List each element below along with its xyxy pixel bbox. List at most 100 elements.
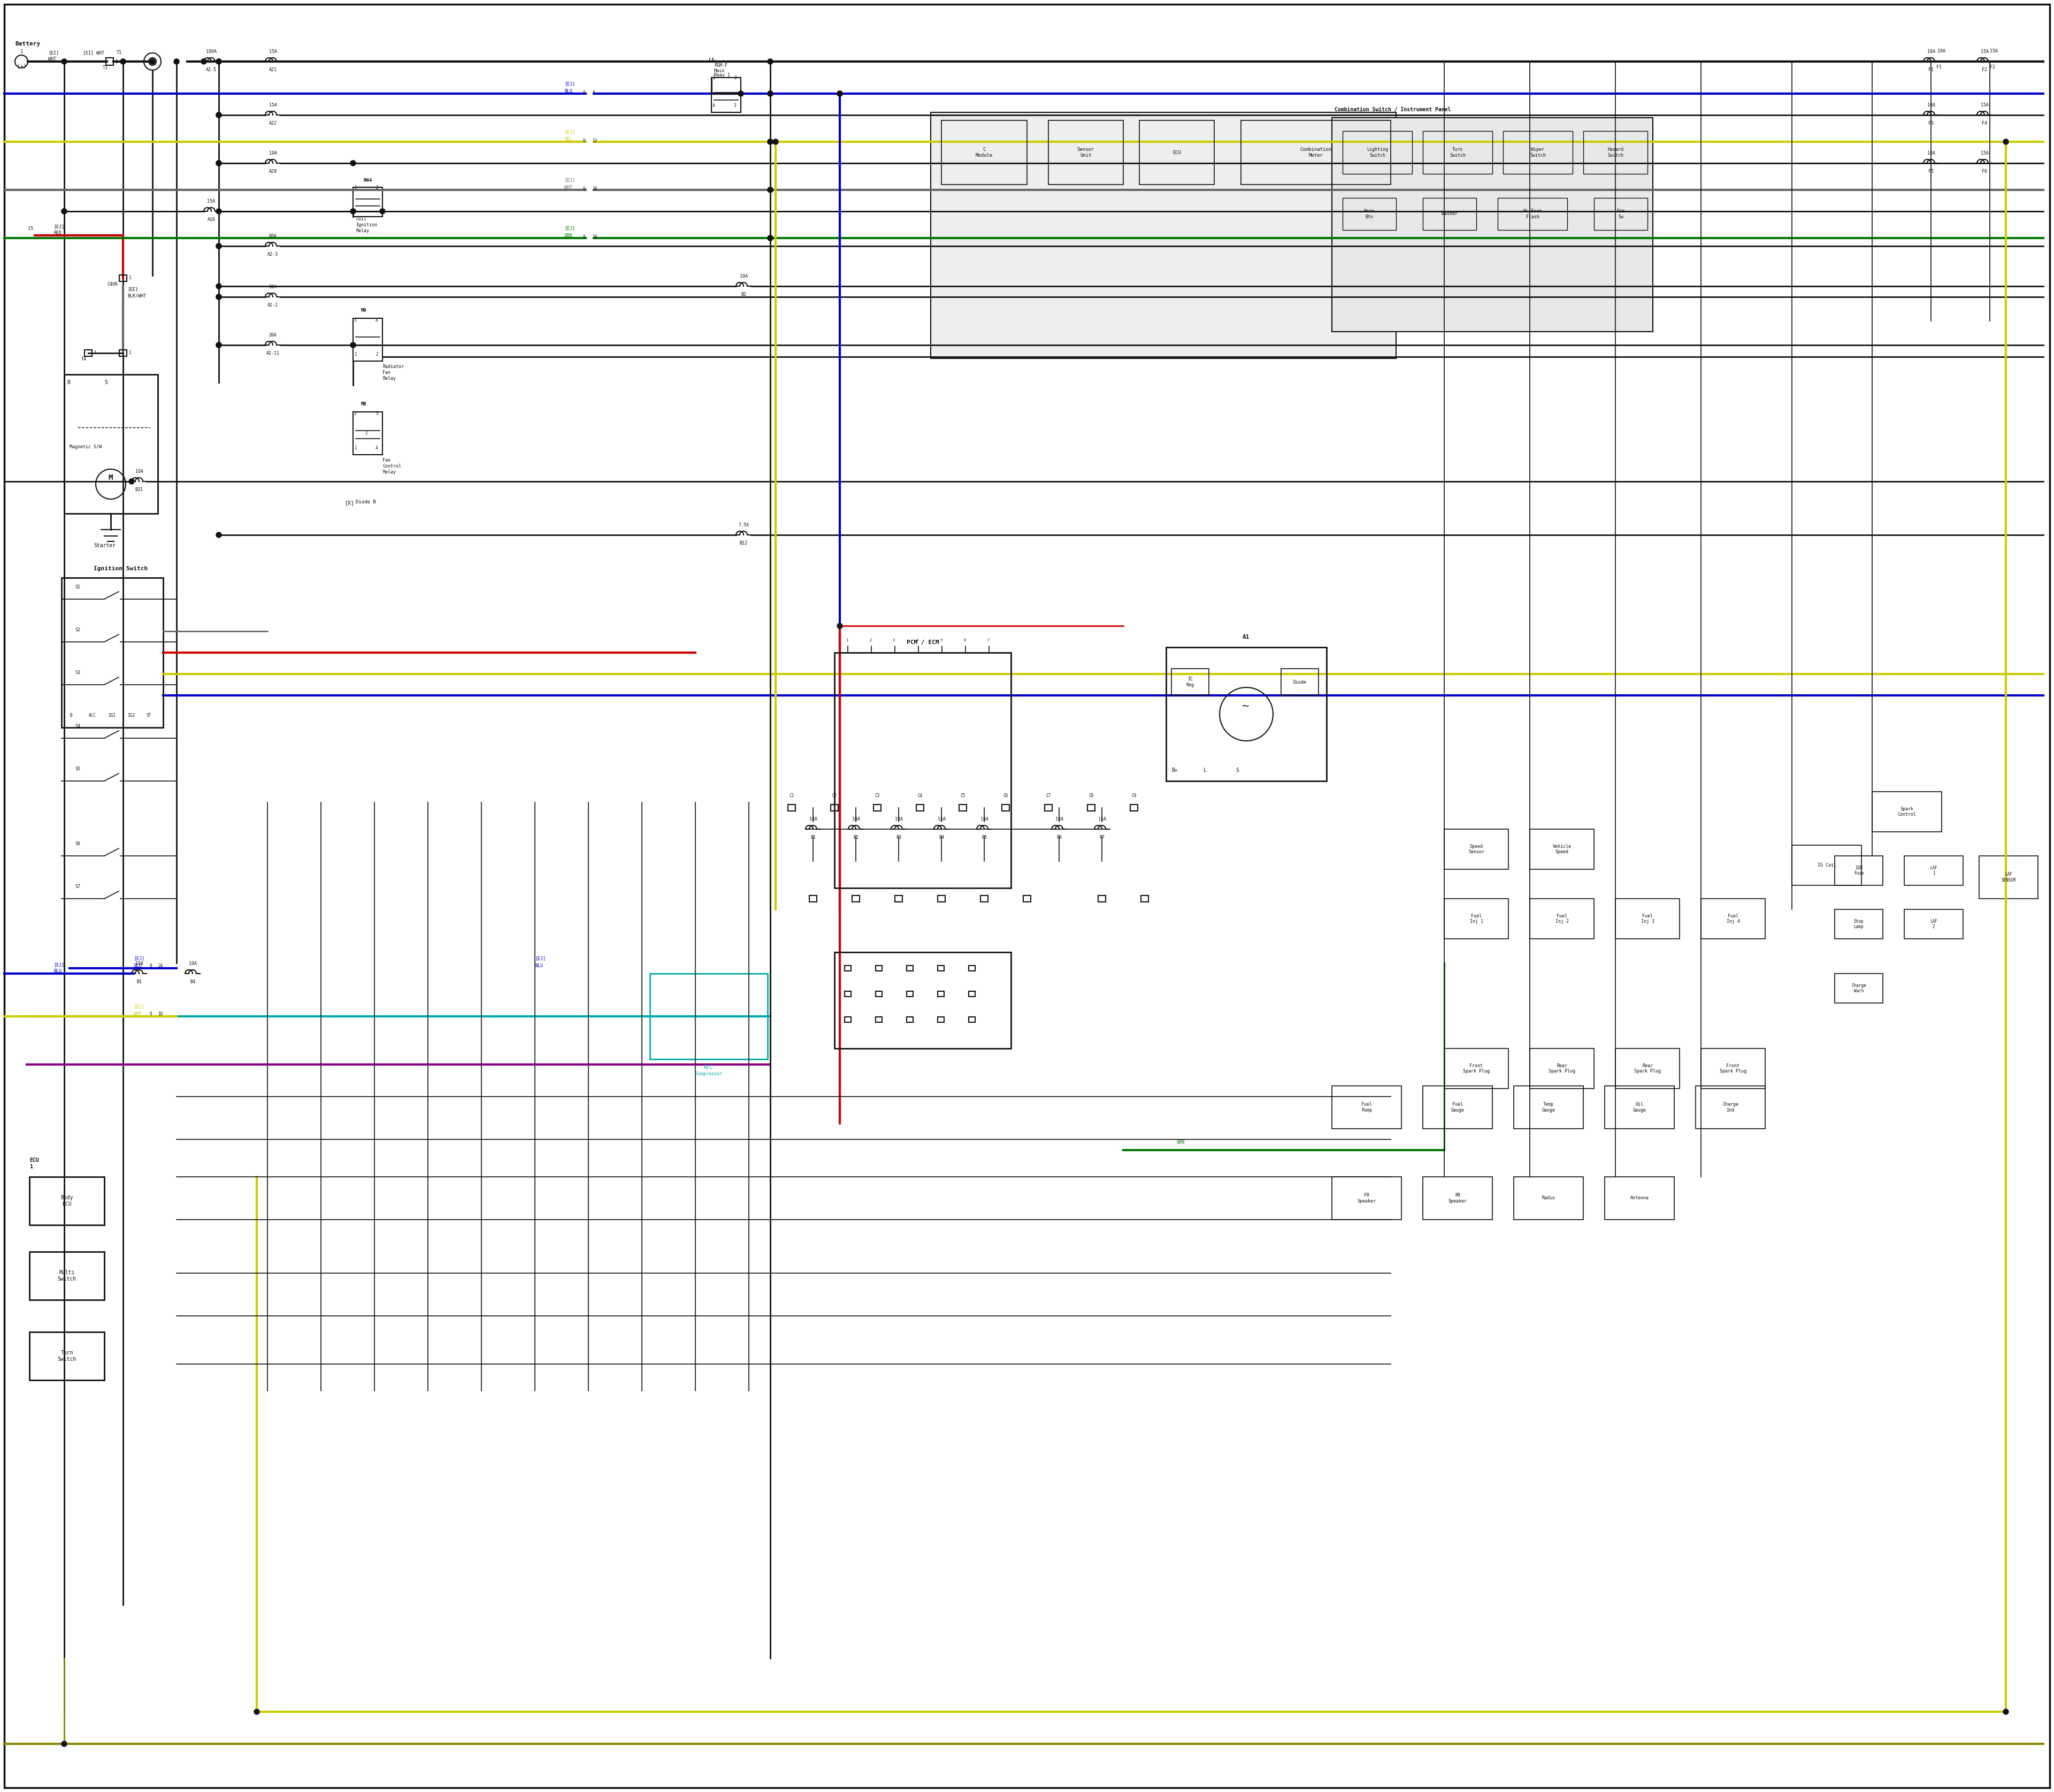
Text: [EJ]: [EJ] <box>134 1004 144 1009</box>
Circle shape <box>768 91 772 97</box>
Circle shape <box>216 283 222 289</box>
Text: T4: T4 <box>82 357 86 362</box>
Text: 15A: 15A <box>937 817 945 823</box>
Text: 2: 2 <box>376 185 378 190</box>
Text: Wiper
Switch: Wiper Switch <box>1530 147 1547 158</box>
Bar <box>844 991 850 996</box>
Text: C1: C1 <box>789 794 795 797</box>
Text: P3: P3 <box>896 835 902 840</box>
Text: [EJ]: [EJ] <box>565 129 575 134</box>
Circle shape <box>121 59 125 65</box>
Bar <box>875 1016 881 1021</box>
Bar <box>1087 805 1095 812</box>
Text: S2: S2 <box>74 627 80 633</box>
Text: Charge
Ind: Charge Ind <box>1723 1102 1738 1113</box>
Text: P6: P6 <box>1056 835 1062 840</box>
Text: Ignition: Ignition <box>355 222 378 228</box>
Bar <box>1444 898 1508 939</box>
Text: T1: T1 <box>103 65 109 70</box>
Text: 15A: 15A <box>269 102 277 108</box>
Text: 7: 7 <box>986 638 990 642</box>
Bar <box>1282 668 1319 695</box>
Bar <box>1834 909 1884 939</box>
Bar <box>1604 1177 1674 1220</box>
Text: Spark
Control: Spark Control <box>1898 806 1916 817</box>
Bar <box>873 805 881 812</box>
Bar <box>875 966 881 971</box>
Text: B12: B12 <box>739 541 748 545</box>
Text: ECU: ECU <box>1173 151 1181 154</box>
Circle shape <box>216 59 222 65</box>
Text: A22: A22 <box>269 120 277 125</box>
Bar <box>1530 1048 1594 1088</box>
Text: Stop
Lamp: Stop Lamp <box>1855 919 1863 930</box>
Text: 1: 1 <box>713 75 715 81</box>
Bar <box>1343 131 1413 174</box>
Text: GRN: GRN <box>565 233 573 238</box>
Text: Combination
Meter: Combination Meter <box>1300 147 1331 158</box>
Text: 1: 1 <box>846 638 848 642</box>
Bar <box>649 973 768 1059</box>
Text: IG Coil: IG Coil <box>1818 862 1836 867</box>
Text: A2-3: A2-3 <box>267 253 277 256</box>
Text: Fuel
Inj 4: Fuel Inj 4 <box>1725 914 1740 925</box>
Bar <box>789 805 795 812</box>
Text: L5: L5 <box>709 57 715 63</box>
Bar <box>1834 857 1884 885</box>
Text: PCM / ECM: PCM / ECM <box>906 640 939 645</box>
Bar <box>1444 830 1508 869</box>
Text: 15A: 15A <box>207 199 216 204</box>
Circle shape <box>216 294 222 299</box>
Text: 10A: 10A <box>189 961 197 966</box>
Text: 3: 3 <box>733 104 735 108</box>
Text: Hi-Beam
Flash: Hi-Beam Flash <box>1524 210 1543 219</box>
Bar <box>834 952 1011 1048</box>
Circle shape <box>175 59 179 65</box>
Text: RR
Speaker: RR Speaker <box>1448 1193 1467 1204</box>
Text: [EJ]: [EJ] <box>53 224 64 229</box>
Text: Ignition Switch: Ignition Switch <box>94 566 148 572</box>
Bar <box>353 319 382 360</box>
Text: Washer: Washer <box>1442 211 1458 217</box>
Circle shape <box>201 59 207 65</box>
Text: S1: S1 <box>74 584 80 590</box>
Bar <box>939 966 945 971</box>
Bar <box>1701 1048 1764 1088</box>
Text: A16: A16 <box>207 217 216 222</box>
Text: Front
Spark Plug: Front Spark Plug <box>1462 1063 1489 1073</box>
Text: 15A: 15A <box>1980 48 1988 54</box>
Text: Compressor: Compressor <box>696 1072 723 1077</box>
Text: 0: 0 <box>583 138 585 143</box>
Text: 4: 4 <box>713 104 715 108</box>
Text: A/C: A/C <box>705 1064 713 1070</box>
Text: 0: 0 <box>583 186 585 192</box>
Text: 15: 15 <box>29 226 33 231</box>
Text: 10A: 10A <box>980 817 988 823</box>
Circle shape <box>838 91 842 97</box>
Text: 1: 1 <box>353 351 357 357</box>
Text: Fuel
Inj 1: Fuel Inj 1 <box>1469 914 1483 925</box>
Text: S4: S4 <box>74 724 80 729</box>
Text: 10A: 10A <box>739 274 748 280</box>
Text: F2: F2 <box>1990 65 1994 70</box>
Circle shape <box>351 208 355 213</box>
Text: 3: 3 <box>353 317 357 323</box>
Bar <box>29 1253 105 1299</box>
Text: B: B <box>68 380 70 385</box>
Text: 10A: 10A <box>136 961 144 966</box>
Text: C9: C9 <box>1132 794 1136 797</box>
Bar <box>969 1016 976 1021</box>
Bar <box>1331 118 1653 332</box>
Bar <box>1171 668 1210 695</box>
Text: IC
Reg: IC Reg <box>1185 677 1193 686</box>
Text: LAF
2: LAF 2 <box>1931 919 1937 930</box>
Text: 2: 2 <box>376 351 378 357</box>
Circle shape <box>216 113 222 118</box>
Bar <box>29 1177 105 1226</box>
Text: A2-11: A2-11 <box>267 351 279 357</box>
Bar <box>939 991 945 996</box>
Text: F5: F5 <box>1929 168 1933 174</box>
Circle shape <box>768 235 772 240</box>
Bar <box>1584 131 1647 174</box>
Text: 10A: 10A <box>269 151 277 156</box>
